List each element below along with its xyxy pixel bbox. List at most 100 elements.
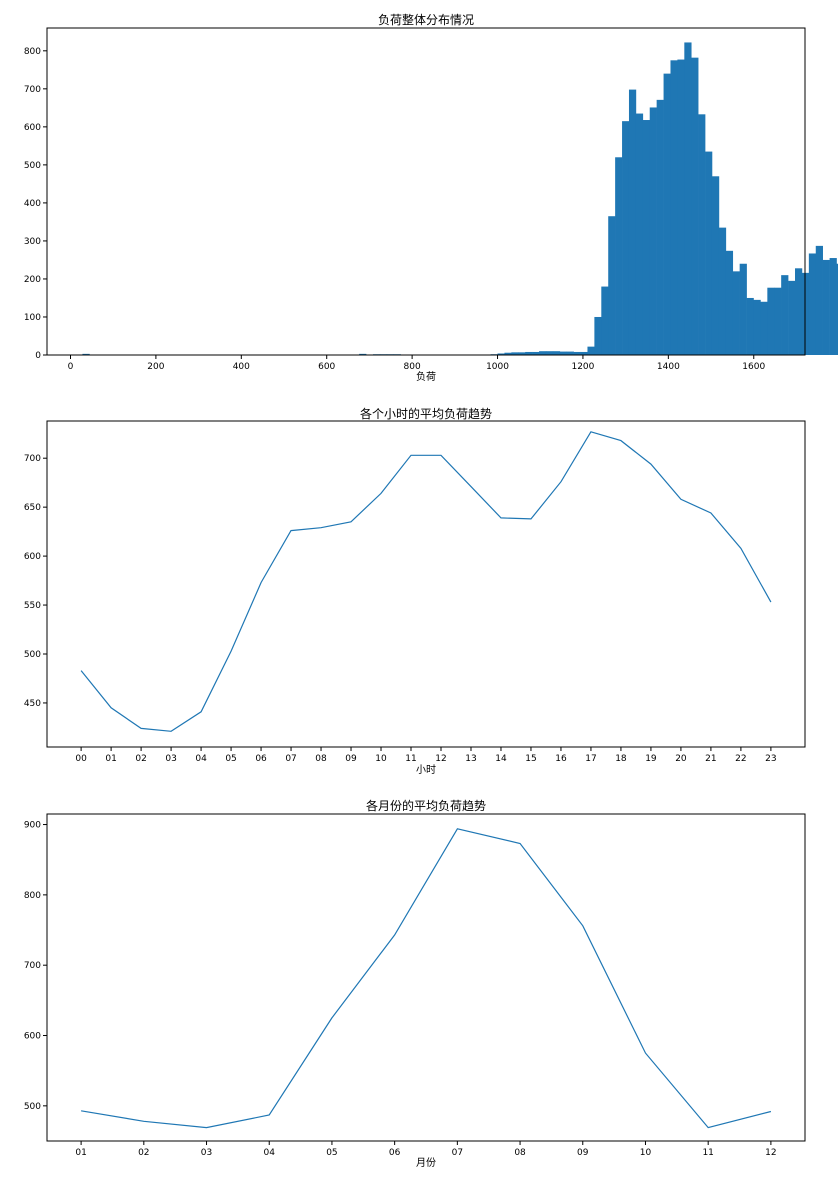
histogram-x-ticks: 0 200 400 600 800 1000 1200 1400 1600	[68, 355, 765, 372]
hourly-xlabel: 小时	[416, 764, 436, 776]
histogram-bar	[725, 250, 734, 355]
histogram-bar	[684, 42, 692, 355]
x-tick-label: 1200	[571, 362, 594, 372]
x-tick-label: 0	[68, 362, 74, 372]
histogram-bar	[552, 351, 561, 355]
y-tick-label: 600	[24, 1032, 41, 1042]
histogram-bar	[698, 114, 706, 355]
x-tick-label: 800	[404, 362, 421, 372]
histogram-bar	[573, 351, 581, 355]
x-tick-label: 13	[465, 754, 476, 764]
y-tick-label: 700	[24, 454, 41, 464]
y-tick-label: 650	[24, 503, 41, 513]
histogram-bar	[677, 59, 685, 356]
histogram-bar	[781, 275, 789, 355]
y-tick-label: 900	[24, 821, 41, 831]
histogram-bar	[539, 351, 547, 355]
x-tick-label: 14	[495, 754, 507, 764]
histogram-bar	[594, 316, 602, 355]
x-tick-label: 09	[345, 754, 357, 764]
y-tick-label: 800	[24, 47, 41, 57]
y-tick-label: 800	[24, 891, 41, 901]
y-tick-label: 0	[35, 351, 41, 361]
y-tick-label: 500	[24, 650, 41, 660]
histogram-bar	[497, 353, 505, 355]
histogram-bar	[829, 258, 837, 355]
histogram-bar	[691, 57, 699, 355]
x-tick-label: 05	[225, 754, 236, 764]
x-tick-label: 10	[640, 1148, 652, 1158]
x-tick-label: 04	[195, 754, 207, 764]
x-tick-label: 12	[435, 754, 446, 764]
histogram-bar	[767, 287, 775, 355]
x-tick-label: 07	[452, 1148, 463, 1158]
histogram-bar	[566, 351, 574, 355]
x-tick-label: 00	[75, 754, 87, 764]
y-tick-label: 300	[24, 237, 41, 247]
histogram-bar	[718, 227, 727, 355]
histogram-bar	[587, 346, 595, 355]
hourly-x-ticks: 00 01 02 03 04 05 06 07 08 09 10 11 12 13 14 15 16 17 18 19…	[75, 747, 777, 764]
histogram-bar	[518, 352, 526, 355]
histogram-bar	[795, 268, 803, 355]
y-tick-label: 600	[24, 552, 41, 562]
histogram-bar	[822, 259, 830, 355]
monthly-x-ticks: 01 02 03 04 05 06 07 08 09 10 11 12	[75, 1141, 777, 1158]
x-tick-label: 06	[255, 754, 267, 764]
histogram-bar	[580, 351, 588, 355]
x-tick-label: 1000	[486, 362, 509, 372]
histogram-axes-frame	[46, 27, 806, 356]
histogram-y-ticks: 0 100 200 300 400 500 600 700 800	[24, 47, 47, 361]
monthly-xlabel: 月份	[416, 1157, 436, 1169]
x-tick-label: 01	[105, 754, 116, 764]
x-tick-label: 08	[514, 1148, 526, 1158]
x-tick-label: 22	[735, 754, 746, 764]
histogram-bar	[760, 301, 768, 355]
x-tick-label: 02	[138, 1148, 149, 1158]
histogram-bar	[601, 286, 609, 355]
histogram-bar	[801, 272, 810, 355]
x-tick-label: 600	[318, 362, 335, 372]
histogram-bar	[635, 113, 644, 355]
histogram-bar	[808, 253, 817, 355]
x-tick-label: 09	[577, 1148, 589, 1158]
histogram-bar	[732, 271, 740, 355]
x-tick-label: 1400	[657, 362, 680, 372]
monthly-y-ticks: 500 600 700 800 900	[24, 821, 47, 1112]
histogram-panel: 负荷整体分布情况 0 200 400 600 800 1000 1200 1400 1600 0…	[24, 12, 838, 383]
histogram-xlabel: 负荷	[416, 370, 436, 383]
x-tick-label: 11	[702, 1148, 713, 1158]
histogram-bar	[670, 60, 678, 356]
histogram-bar	[545, 351, 554, 355]
histogram-bar	[608, 216, 616, 355]
x-tick-label: 21	[705, 754, 716, 764]
y-tick-label: 400	[24, 199, 41, 209]
y-tick-label: 450	[24, 699, 41, 709]
x-tick-label: 10	[375, 754, 387, 764]
x-tick-label: 06	[389, 1148, 401, 1158]
y-tick-label: 200	[24, 275, 41, 285]
x-tick-label: 12	[765, 1148, 776, 1158]
histogram-bars	[82, 42, 838, 356]
histogram-bar	[359, 353, 367, 355]
y-tick-label: 100	[24, 313, 41, 323]
x-tick-label: 03	[201, 1148, 212, 1158]
x-tick-label: 18	[615, 754, 627, 764]
y-tick-label: 500	[24, 161, 41, 171]
x-tick-label: 15	[525, 754, 536, 764]
hourly-y-ticks: 450 500 550 600 650 700	[24, 454, 47, 709]
x-tick-label: 02	[135, 754, 146, 764]
monthly-series-line	[81, 828, 772, 1129]
x-tick-label: 04	[264, 1148, 276, 1158]
x-tick-label: 23	[765, 754, 776, 764]
x-tick-label: 17	[585, 754, 596, 764]
x-tick-label: 01	[75, 1148, 86, 1158]
x-tick-label: 1600	[742, 362, 765, 372]
histogram-bar	[532, 351, 540, 355]
hourly-title: 各个小时的平均负荷趋势	[360, 406, 492, 421]
histogram-bar	[649, 107, 657, 356]
x-tick-label: 16	[555, 754, 567, 764]
histogram-bar	[815, 245, 823, 355]
histogram-bar	[705, 151, 713, 355]
